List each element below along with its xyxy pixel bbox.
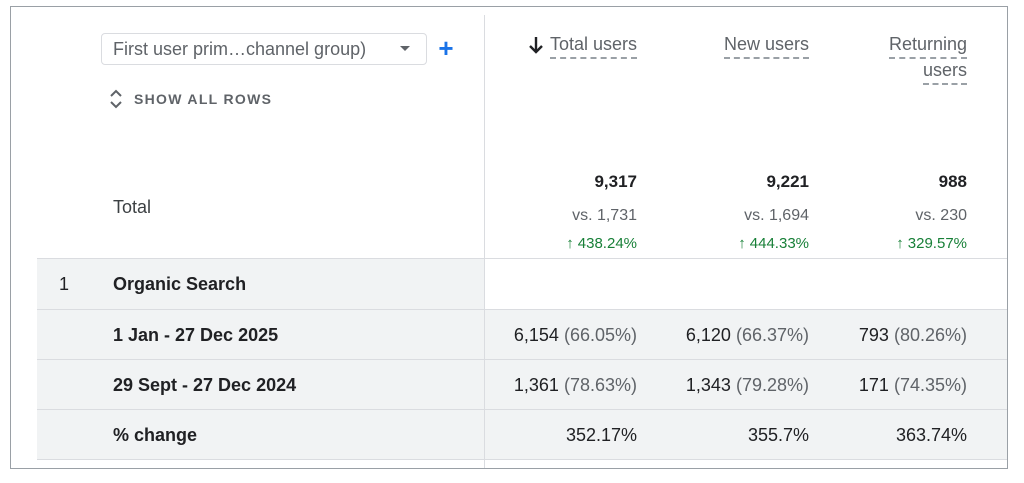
expand-collapse-icon — [110, 89, 122, 109]
column-header-label-line2: users — [922, 60, 967, 85]
column-divider — [484, 259, 485, 468]
group-name: Organic Search — [113, 274, 247, 294]
cell-returning-users: 793 (80.26%) — [858, 325, 967, 345]
cell-total-users: 352.17% — [565, 425, 637, 445]
table-row: 1 Jan - 27 Dec 2025 6,154 (66.05%) 6,120… — [37, 310, 1007, 359]
row-divider — [37, 309, 1007, 310]
group-row: 1 Organic Search — [37, 259, 1007, 309]
returning-users-total: 988 vs. 230 ↑ 329.57% — [896, 172, 967, 252]
total-users-total: 9,317 vs. 1,731 ↑ 438.24% — [566, 172, 637, 252]
dimension-select[interactable]: First user prim…channel group) — [101, 33, 427, 65]
table-row: % change 352.17% 355.7% 363.74% — [37, 410, 1007, 459]
table-row: 29 Sept - 27 Dec 2024 1,361 (78.63%) 1,3… — [37, 360, 1007, 409]
row-divider — [37, 409, 1007, 410]
column-header-returning-users[interactable]: Returning users — [888, 34, 967, 85]
row-label: % change — [113, 425, 198, 445]
show-all-rows-button[interactable]: SHOW ALL ROWS — [109, 89, 272, 109]
cell-returning-users: 171 (74.35%) — [858, 375, 967, 395]
column-header-label: New users — [723, 34, 809, 59]
column-header-new-users[interactable]: New users — [723, 34, 809, 59]
row-index: 1 — [59, 274, 70, 294]
cell-new-users: 6,120 (66.37%) — [685, 325, 809, 345]
column-header-label: Total users — [549, 34, 637, 59]
report-table: First user prim…channel group) + SHOW AL… — [10, 6, 1008, 469]
total-comparison: vs. 1,731 — [572, 207, 637, 224]
row-label: 29 Sept - 27 Dec 2024 — [113, 375, 297, 395]
total-comparison: vs. 1,694 — [744, 207, 809, 224]
group-row-blank — [484, 259, 1007, 309]
sort-descending-icon — [529, 37, 543, 54]
total-change: ↑ 329.57% — [896, 235, 967, 252]
cell-new-users: 355.7% — [747, 425, 809, 445]
arrow-up-icon: ↑ — [738, 235, 746, 252]
arrow-up-icon: ↑ — [896, 235, 904, 252]
show-all-rows-label: SHOW ALL ROWS — [134, 91, 273, 107]
total-value: 9,317 — [594, 172, 637, 191]
column-divider — [484, 15, 485, 468]
new-users-total: 9,221 vs. 1,694 ↑ 444.33% — [738, 172, 809, 252]
arrow-up-icon: ↑ — [566, 235, 574, 252]
dimension-select-label: First user prim…channel group) — [113, 38, 367, 59]
column-header-total-users[interactable]: Total users — [528, 34, 637, 59]
row-divider — [37, 359, 1007, 360]
cell-new-users: 1,343 (79.28%) — [685, 375, 809, 395]
row-label: 1 Jan - 27 Dec 2025 — [113, 325, 279, 345]
cell-total-users: 6,154 (66.05%) — [513, 325, 637, 345]
total-change: ↑ 438.24% — [566, 235, 637, 252]
add-dimension-button[interactable]: + — [438, 33, 454, 63]
column-header-label: Returning — [888, 34, 967, 59]
total-row-label: Total — [113, 197, 152, 217]
total-comparison: vs. 230 — [915, 207, 967, 224]
total-value: 988 — [938, 172, 967, 191]
row-divider — [37, 258, 1007, 259]
chevron-down-icon — [400, 46, 410, 51]
cell-total-users: 1,361 (78.63%) — [513, 375, 637, 395]
total-value: 9,221 — [766, 172, 809, 191]
cell-returning-users: 363.74% — [895, 425, 967, 445]
total-change: ↑ 444.33% — [738, 235, 809, 252]
row-divider — [37, 459, 1007, 460]
